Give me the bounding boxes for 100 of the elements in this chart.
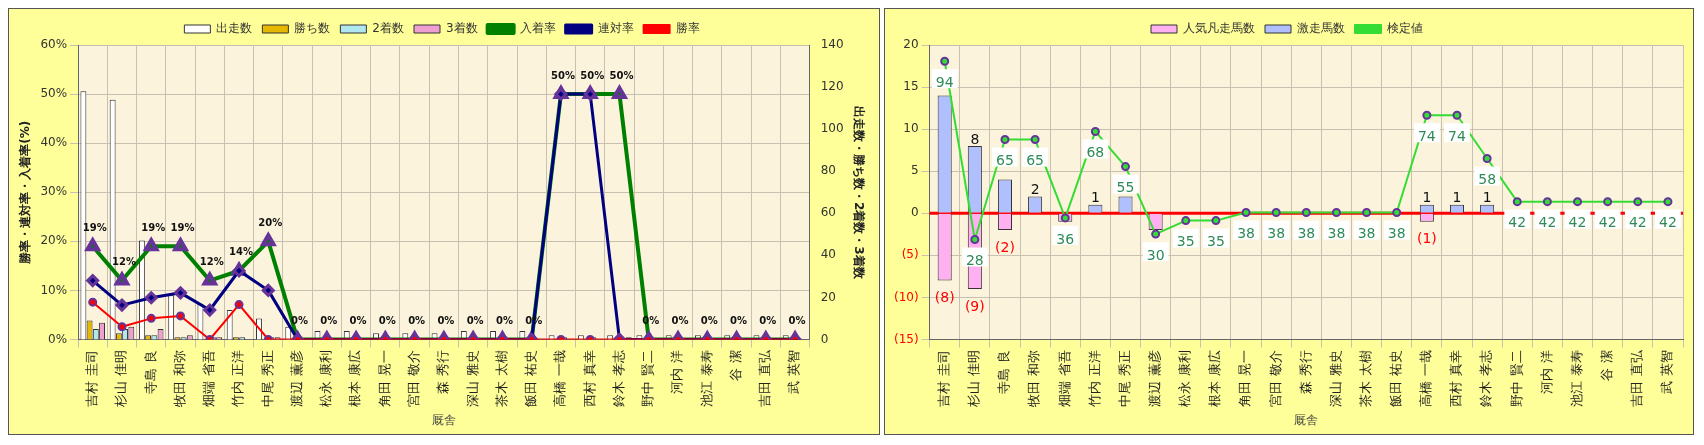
y2-tick-label: 140 (820, 37, 844, 52)
x-tick-label: 畑端 省吾 (201, 350, 217, 407)
data-label: 0% (437, 315, 455, 327)
x-tick-label: 宮田 敬介 (405, 350, 421, 407)
y-tick-label: 10 (903, 121, 919, 136)
x-tick-label: 松永 康利 (318, 350, 334, 407)
legend-label: 出走数 (216, 21, 253, 36)
x-tick-label: 牧田 和弥 (171, 350, 187, 407)
x-tick-label: 中尾 秀正 (1116, 350, 1132, 407)
x-tick-label: 吉村 圭司 (936, 350, 952, 407)
data-label: 50% (550, 69, 575, 81)
data-label: 0% (466, 315, 484, 327)
x-tick-label: 竹内 正洋 (230, 350, 246, 407)
data-label: 35 (1207, 233, 1225, 250)
y2-tick-label: 40 (820, 247, 836, 262)
y-tick-label: (5) (901, 247, 919, 262)
x-tick-label: 飯田 祐史 (1388, 350, 1404, 407)
data-label: 42 (1538, 214, 1557, 231)
x-tick-label: 寺島 良 (142, 350, 158, 394)
y-tick-label: 15 (903, 79, 919, 94)
y-tick-label: 0 (910, 205, 919, 220)
data-label: 12% (112, 256, 136, 268)
x-tick-label: 渡辺 薫彦 (288, 350, 304, 407)
data-label: 35 (1176, 233, 1195, 250)
x-tick-label: 角田 晃一 (376, 350, 392, 407)
data-label: 0% (671, 315, 689, 327)
y-tick-label: 40% (40, 135, 68, 150)
y-tick-label: 0% (48, 331, 68, 346)
data-label: 38 (1237, 225, 1255, 242)
data-label: 19% (141, 221, 166, 233)
data-label: 42 (1508, 214, 1527, 231)
y-tick-label: 10% (40, 282, 68, 297)
x-tick-label: 高橋 一哉 (1418, 350, 1434, 407)
legend-label: 勝率 (675, 21, 700, 36)
x-tick-label: 谷 潔 (1599, 350, 1615, 381)
data-label: 74 (1417, 127, 1436, 144)
data-label: 0% (495, 315, 513, 327)
data-label: (1) (1416, 230, 1437, 247)
y-tick-label: (10) (893, 289, 919, 304)
x-tick-label: 吉田 直弘 (757, 349, 773, 407)
data-label: (8) (934, 289, 955, 306)
data-label: 0% (700, 315, 718, 327)
y2-tick-label: 0 (820, 331, 829, 346)
x-tick-label: 茶木 太樹 (493, 350, 509, 407)
data-label: 0% (349, 315, 367, 327)
data-label: 65 (1026, 152, 1045, 169)
y2-axis-title: 出走数・勝ち数・2着数・3着数 (851, 105, 866, 280)
legend-label: 連対率 (597, 21, 634, 36)
x-tick-label: 吉田 直弘 (1629, 349, 1645, 407)
data-label: 38 (1327, 225, 1346, 242)
y2-tick-label: 20 (820, 289, 836, 304)
x-tick-label: 中尾 秀正 (259, 350, 275, 407)
x-tick-label: 深山 雅史 (1327, 350, 1343, 407)
x-tick-label: 森 秀行 (1297, 350, 1313, 394)
data-label: 50% (580, 69, 605, 81)
x-tick-label: 寺島 良 (996, 350, 1012, 394)
x-tick-label: 池江 泰寿 (698, 350, 714, 407)
legend-label: 入着率 (519, 21, 556, 36)
legend-label: 人気凡走馬数 (1183, 21, 1255, 36)
x-tick-label: 松永 康利 (1177, 350, 1193, 407)
data-label: 0% (408, 315, 426, 327)
y-tick-label: (15) (893, 331, 919, 346)
data-label: 36 (1056, 230, 1075, 247)
x-tick-label: 根本 康広 (1207, 350, 1223, 407)
y-tick-label: 5 (910, 163, 919, 178)
y2-tick-label: 120 (820, 79, 844, 94)
data-label: 12% (199, 256, 224, 268)
x-tick-label: 宮田 敬介 (1267, 350, 1283, 407)
data-label: 38 (1267, 225, 1286, 242)
data-label: 42 (1568, 214, 1587, 231)
x-tick-label: 池江 泰寿 (1568, 350, 1584, 407)
x-tick-label: 杉山 佳明 (113, 350, 129, 408)
x-tick-label: 武 英智 (786, 350, 802, 394)
data-label: 8 (970, 130, 980, 147)
data-label: 0% (759, 315, 777, 327)
x-tick-label: 高橋 一哉 (552, 350, 568, 407)
x-tick-label: 吉村 圭司 (84, 350, 100, 407)
data-label: (2) (995, 238, 1015, 255)
x-tick-label: 飯田 祐史 (523, 350, 539, 407)
data-label: 58 (1478, 171, 1497, 188)
data-label: 74 (1448, 127, 1466, 144)
x-axis-title: 厩舎 (431, 412, 456, 427)
data-label: (9) (964, 297, 985, 314)
x-tick-label: 畑端 省吾 (1056, 350, 1072, 407)
data-label: 38 (1297, 225, 1316, 242)
x-axis-title: 厩舎 (1294, 412, 1319, 427)
legend-label: 3着数 (446, 21, 478, 36)
y2-tick-label: 100 (820, 121, 844, 136)
x-tick-label: 杉山 佳明 (966, 350, 982, 408)
data-label: 2 (1030, 181, 1040, 198)
y-tick-label: 50% (40, 86, 68, 101)
y-tick-label: 60% (40, 37, 68, 52)
x-tick-label: 武 英智 (1659, 350, 1675, 394)
data-label: 20% (258, 216, 283, 228)
x-tick-label: 野中 賢二 (640, 350, 656, 407)
y-tick-label: 20 (903, 37, 919, 52)
legend-label: 2着数 (372, 21, 405, 36)
data-label: 1 (1482, 189, 1492, 206)
y-tick-label: 30% (40, 184, 68, 199)
x-tick-label: 鈴木 孝志 (1478, 350, 1494, 407)
